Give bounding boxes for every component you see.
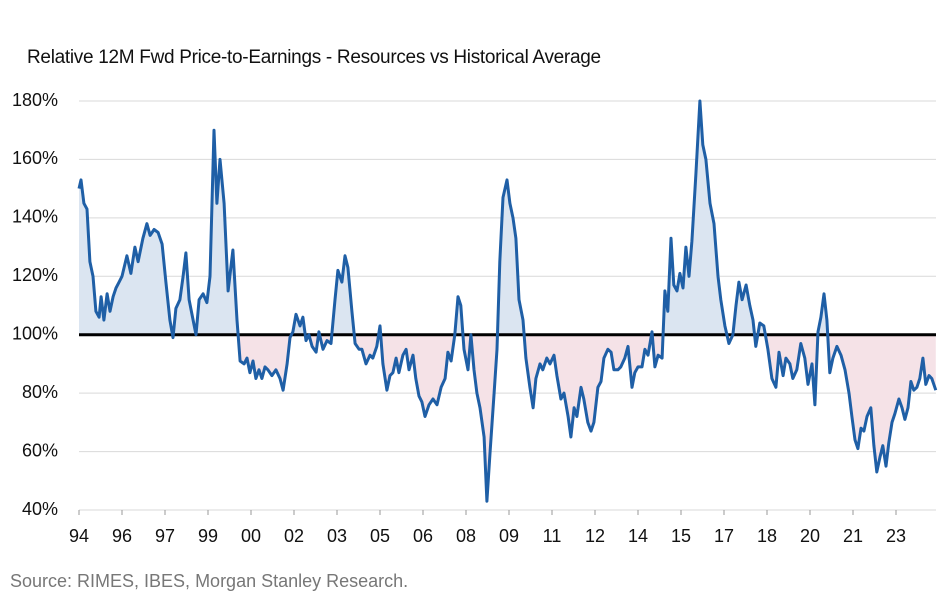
x-tick-label: 03: [327, 526, 347, 546]
x-tick-label: 14: [628, 526, 648, 546]
area-above: [79, 101, 936, 335]
x-tick-label: 05: [370, 526, 390, 546]
chart-title: Relative 12M Fwd Price-to-Earnings - Res…: [27, 47, 601, 68]
y-tick-label: 120%: [12, 265, 58, 285]
x-tick-label: 00: [241, 526, 261, 546]
x-tick-label: 12: [585, 526, 605, 546]
x-tick-label: 11: [543, 526, 562, 546]
y-tick-label: 180%: [12, 90, 58, 110]
x-tick-label: 96: [112, 526, 132, 546]
series-line: [77, 99, 938, 503]
x-tick-label: 18: [757, 526, 777, 546]
y-tick-label: 100%: [12, 323, 58, 343]
y-tick-label: 60%: [22, 440, 58, 460]
area-below: [172, 334, 936, 502]
x-tick-label: 09: [499, 526, 519, 546]
x-tick-label: 97: [155, 526, 175, 546]
x-tick-label: 02: [284, 526, 304, 546]
y-tick-label: 40%: [22, 499, 58, 519]
x-tick-label: 17: [714, 526, 734, 546]
x-tick-label: 21: [843, 526, 863, 546]
x-tick-label: 23: [886, 526, 906, 546]
x-tick-label: 08: [456, 526, 476, 546]
x-tick-label: 15: [671, 526, 691, 546]
y-tick-label: 80%: [22, 382, 58, 402]
x-tick-label: 20: [800, 526, 820, 546]
source-note: Source: RIMES, IBES, Morgan Stanley Rese…: [10, 571, 408, 591]
y-tick-label: 140%: [12, 207, 58, 227]
y-tick-label: 160%: [12, 148, 58, 168]
x-tick-label: 06: [413, 526, 433, 546]
x-tick-label: 94: [69, 526, 89, 546]
x-tick-label: 99: [198, 526, 218, 546]
